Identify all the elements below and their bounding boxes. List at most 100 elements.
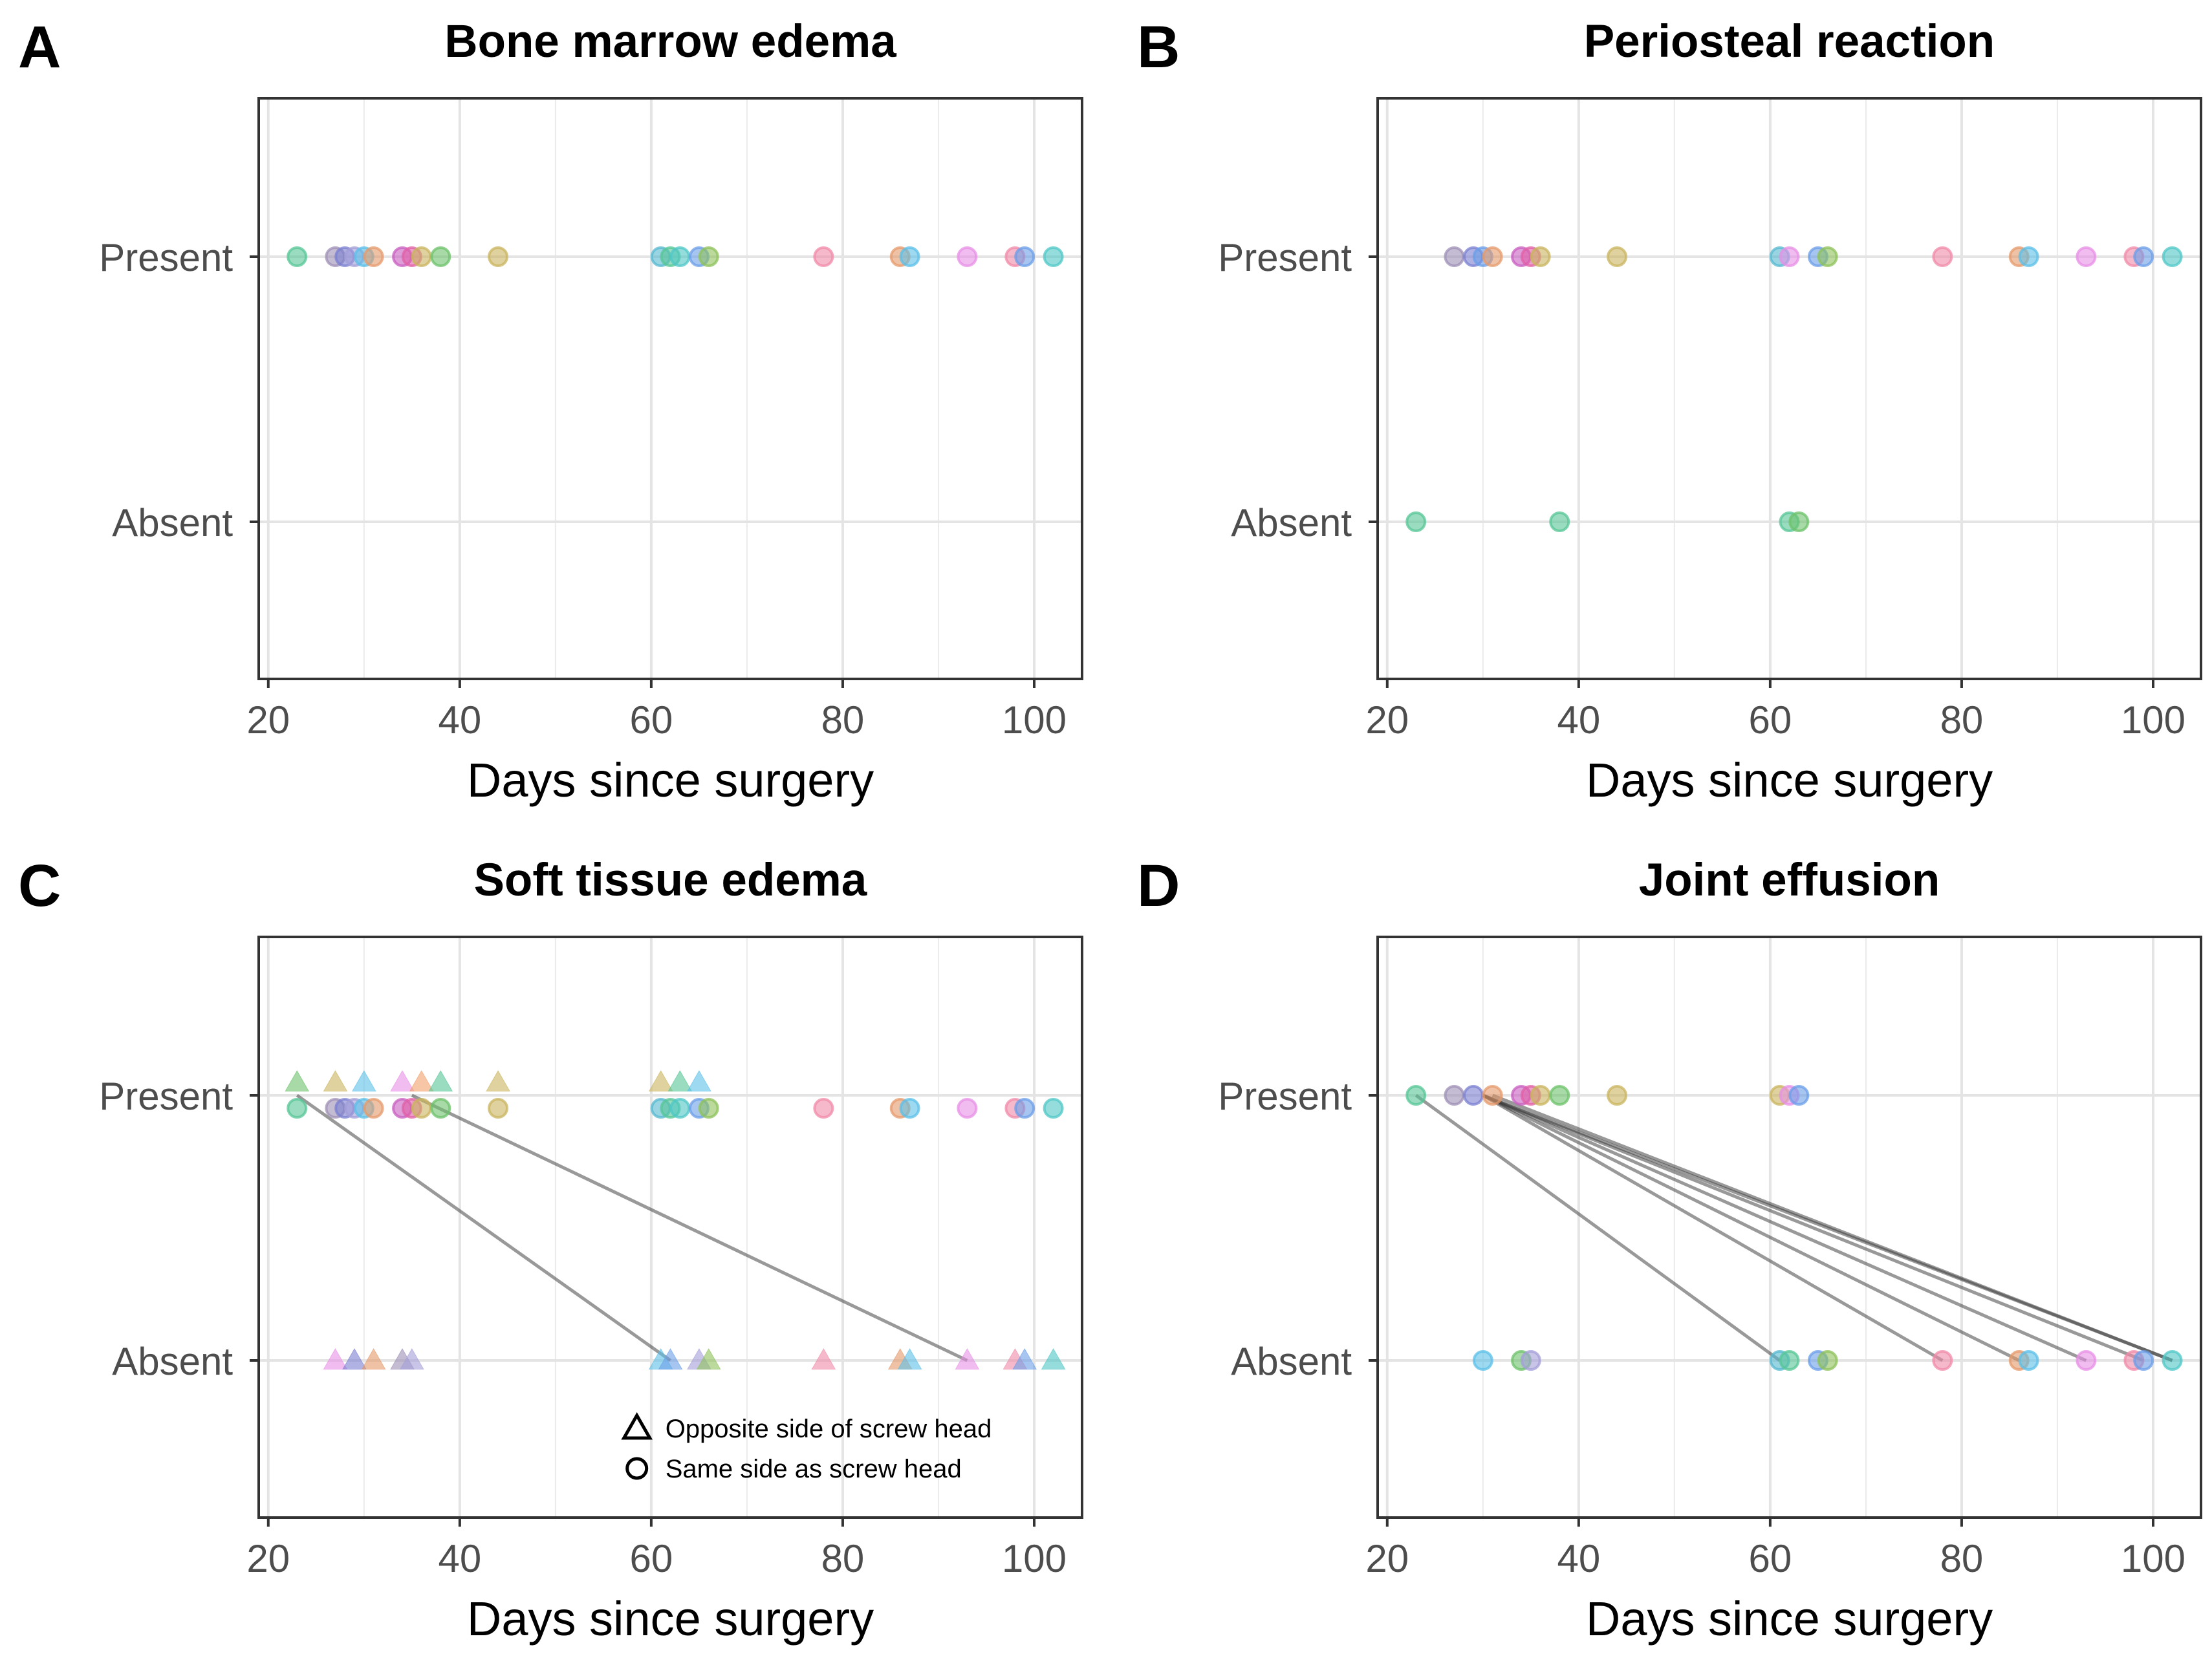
legend-triangle-icon <box>621 1412 653 1440</box>
data-point-triangle <box>409 1069 434 1091</box>
data-point-circle <box>669 1098 691 1119</box>
data-point-triangle <box>667 1069 693 1091</box>
data-point-circle <box>1405 511 1427 532</box>
data-point-circle <box>698 1098 719 1119</box>
x-tick-label: 100 <box>2121 1537 2185 1580</box>
data-point-circle <box>1444 1085 1465 1106</box>
data-point-circle <box>669 246 691 267</box>
data-point-circle <box>1817 1350 1838 1371</box>
data-point-circle <box>1472 1350 1493 1371</box>
data-point-circle <box>2133 1350 2154 1371</box>
data-point-circle <box>430 1098 451 1119</box>
data-point-circle <box>1607 246 1628 267</box>
data-point-circle <box>1014 1098 1036 1119</box>
data-point-circle <box>1520 1350 1541 1371</box>
x-axis-title: Days since surgery <box>1586 753 1993 807</box>
shape-legend: Opposite side of screw head Same side as … <box>621 1412 992 1483</box>
y-tick-label: Present <box>99 1075 233 1118</box>
data-point-triangle <box>658 1348 683 1369</box>
data-point-circle <box>813 1098 834 1119</box>
y-tick-label: Absent <box>1231 1340 1352 1383</box>
data-point-circle <box>2076 1350 2097 1371</box>
x-axis-title: Days since surgery <box>467 753 874 807</box>
x-tick-label: 60 <box>630 698 673 742</box>
data-point-circle <box>1932 246 1953 267</box>
data-point-circle <box>1817 246 1838 267</box>
data-point-circle <box>287 1098 308 1119</box>
data-point-triangle <box>285 1069 310 1091</box>
y-tick-label: Present <box>1218 1075 1352 1118</box>
panel-title: Periosteal reaction <box>1584 16 1995 67</box>
data-point-circle <box>2018 1350 2039 1371</box>
x-tick-label: 80 <box>821 698 865 742</box>
data-point-circle <box>2076 246 2097 267</box>
data-point-triangle <box>648 1069 673 1091</box>
data-point-triangle <box>351 1069 376 1091</box>
data-point-circle <box>1405 1085 1427 1106</box>
data-point-circle <box>2162 1350 2183 1371</box>
panel-c: C Soft tissue edema 20 40 60 80 100 Present Abse… <box>18 853 1083 1646</box>
data-point-circle <box>1607 1085 1628 1106</box>
data-point-circle <box>1779 1350 1800 1371</box>
connector-line <box>1482 1093 2145 1362</box>
data-point-circle <box>813 246 834 267</box>
data-point-circle <box>957 1098 978 1119</box>
data-point-circle <box>1444 246 1465 267</box>
data-point-triangle <box>361 1348 386 1369</box>
connector-line <box>1482 1093 1944 1362</box>
data-point-circle <box>1043 1098 1064 1119</box>
connector-line <box>296 1093 671 1362</box>
panel-title: Joint effusion <box>1639 855 1940 906</box>
data-point-triangle <box>897 1348 922 1369</box>
x-axis-title: Days since surgery <box>467 1592 874 1646</box>
legend-circle-icon <box>625 1457 649 1480</box>
y-tick-label: Present <box>99 236 233 279</box>
plot-border <box>257 97 1083 680</box>
data-point-circle <box>1463 1085 1484 1106</box>
x-tick-label: 20 <box>246 698 290 742</box>
data-point-triangle <box>486 1069 510 1091</box>
panel-title: Bone marrow edema <box>444 16 896 67</box>
data-point-triangle <box>696 1348 721 1369</box>
data-point-triangle <box>323 1069 348 1091</box>
x-tick-label: 100 <box>1002 1537 1067 1580</box>
y-tick-label: Absent <box>112 1340 233 1383</box>
data-point-circle <box>1549 511 1570 532</box>
data-point-circle <box>1482 1085 1503 1106</box>
data-point-circle <box>1530 1085 1551 1106</box>
data-point-triangle <box>342 1348 367 1369</box>
panel-letter: A <box>18 14 61 80</box>
x-tick-label: 20 <box>246 1537 290 1580</box>
data-point-circle <box>1482 246 1503 267</box>
data-point-circle <box>1549 1085 1570 1106</box>
data-point-triangle <box>323 1348 348 1369</box>
data-point-triangle <box>1012 1348 1037 1369</box>
panel-letter: C <box>18 853 61 919</box>
panel-letter: D <box>1137 853 1180 919</box>
panel-d: D Joint effusion 20 40 60 80 100 Present Absent D… <box>1137 853 2202 1646</box>
data-point-circle <box>957 246 978 267</box>
x-tick-label: 40 <box>438 1537 481 1580</box>
data-point-circle <box>488 246 509 267</box>
data-point-circle <box>363 1098 384 1119</box>
panel-letter: B <box>1137 14 1180 80</box>
x-tick-label: 40 <box>1557 1537 1600 1580</box>
gridlines <box>259 98 1082 679</box>
data-point-triangle <box>811 1348 836 1369</box>
data-point-circle <box>2162 246 2183 267</box>
data-point-triangle <box>399 1348 424 1369</box>
data-point-triangle <box>1041 1348 1066 1369</box>
panel-a: A Bone marrow edema 20 40 60 80 100 Present Abse… <box>18 14 1083 807</box>
x-tick-label: 20 <box>1365 1537 1409 1580</box>
x-tick-label: 80 <box>1940 1537 1984 1580</box>
data-point-circle <box>363 246 384 267</box>
x-tick-label: 100 <box>2121 698 2185 742</box>
data-point-circle <box>2133 246 2154 267</box>
data-point-circle <box>899 1098 920 1119</box>
plot-border <box>1376 936 2202 1519</box>
data-point-circle <box>1932 1350 1953 1371</box>
connector-line <box>1482 1093 2087 1362</box>
x-tick-label: 40 <box>438 698 481 742</box>
data-point-circle <box>1788 511 1810 532</box>
